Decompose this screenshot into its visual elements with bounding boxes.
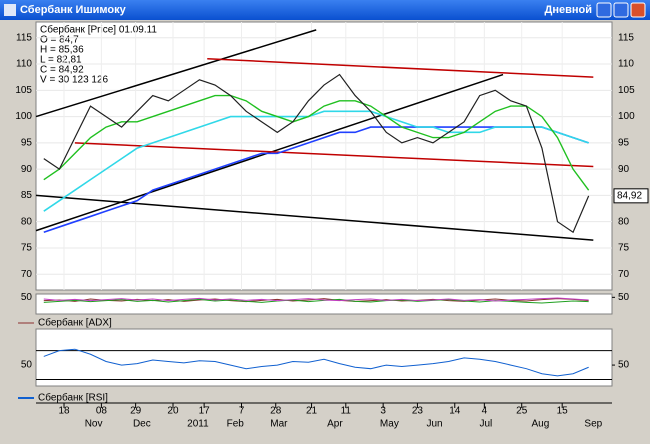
price-panel <box>35 21 613 291</box>
y-tick-label-right: 110 <box>618 59 634 70</box>
y-tick-label-right: 75 <box>618 243 630 254</box>
x-tick-label: 7 <box>239 406 245 417</box>
info-line: V = 30 123 126 <box>40 75 109 86</box>
x-month-label: 2011 <box>187 419 209 430</box>
x-tick-label: 18 <box>58 406 70 417</box>
x-tick-label: 17 <box>199 406 211 417</box>
app-icon <box>4 4 16 16</box>
x-month-label: Mar <box>270 419 288 430</box>
x-tick-label: 3 <box>380 406 386 417</box>
y-tick-label-right: 100 <box>618 111 635 122</box>
y-tick-label: 105 <box>15 85 32 96</box>
y-tick-label: 90 <box>21 164 33 175</box>
x-month-label: May <box>380 419 399 430</box>
x-tick-label: 25 <box>516 406 528 417</box>
y-tick-label-right: 115 <box>618 32 634 43</box>
series-line <box>43 110 589 212</box>
info-line: C = 84,92 <box>40 65 84 76</box>
rsi-panel <box>35 328 613 387</box>
y-tick-label: 80 <box>21 216 33 227</box>
y-tick-label: 110 <box>16 59 32 70</box>
info-line: L = 82,81 <box>40 55 82 66</box>
y-tick-label-right: 50 <box>618 360 630 371</box>
window-mode: Дневной <box>545 4 593 16</box>
minimize-button[interactable] <box>596 2 612 18</box>
x-tick-label: 14 <box>449 406 461 417</box>
maximize-button[interactable] <box>613 2 629 18</box>
y-tick-label-right: 95 <box>618 138 630 149</box>
y-tick-label-right: 105 <box>618 85 635 96</box>
info-line: Сбербанк [Price] 01.09.11 <box>40 24 157 36</box>
x-month-label: Sep <box>584 419 602 430</box>
y-tick-label: 85 <box>21 190 33 201</box>
x-month-label: Jul <box>480 419 493 430</box>
x-tick-label: 11 <box>341 406 352 417</box>
x-tick-label: 08 <box>96 406 108 417</box>
x-month-label: Feb <box>227 419 245 430</box>
last-price-box <box>613 188 649 204</box>
last-price-label: 84,92 <box>617 190 642 201</box>
x-tick-label: 23 <box>412 406 424 417</box>
y-tick-label: 75 <box>21 243 33 254</box>
x-tick-label: 4 <box>482 406 488 417</box>
x-month-label: Nov <box>85 419 103 430</box>
x-tick-label: 21 <box>306 406 318 417</box>
y-tick-label: 100 <box>15 111 32 122</box>
info-line: H = 85,36 <box>40 45 84 56</box>
window-title: Сбербанк Ишимоку <box>20 4 127 16</box>
series-line <box>43 73 590 234</box>
x-month-label: Jun <box>426 419 442 430</box>
y-tick-label: 115 <box>16 32 32 43</box>
series-line <box>43 94 590 191</box>
series-line <box>43 297 589 302</box>
title-bar <box>0 0 650 20</box>
y-tick-label-right: 70 <box>618 269 630 280</box>
x-tick-label: 15 <box>557 406 569 417</box>
y-tick-label: 70 <box>21 269 33 280</box>
adx-panel <box>35 293 613 315</box>
y-tick-label: 95 <box>21 138 33 149</box>
legend-label: Сбербанк [RSI] <box>38 392 108 404</box>
legend-label: Сбербанк [ADX] <box>38 317 112 329</box>
y-tick-label-right: 80 <box>618 216 630 227</box>
x-tick-label: 28 <box>270 406 282 417</box>
series-line <box>43 348 589 377</box>
y-tick-label-right: 90 <box>618 164 630 175</box>
y-tick-label: 50 <box>21 360 33 371</box>
info-line: O = 84,7 <box>40 35 79 46</box>
trend-line <box>35 29 317 118</box>
x-month-label: Apr <box>327 419 343 430</box>
trend-line <box>74 142 594 168</box>
x-tick-label: 20 <box>167 406 179 417</box>
y-tick-label-right: 50 <box>618 292 630 303</box>
x-month-label: Aug <box>531 419 549 430</box>
y-tick-label: 50 <box>21 292 33 303</box>
close-button[interactable] <box>630 2 646 18</box>
trend-line <box>207 58 594 78</box>
x-month-label: Dec <box>133 419 151 430</box>
x-tick-label: 29 <box>130 406 142 417</box>
